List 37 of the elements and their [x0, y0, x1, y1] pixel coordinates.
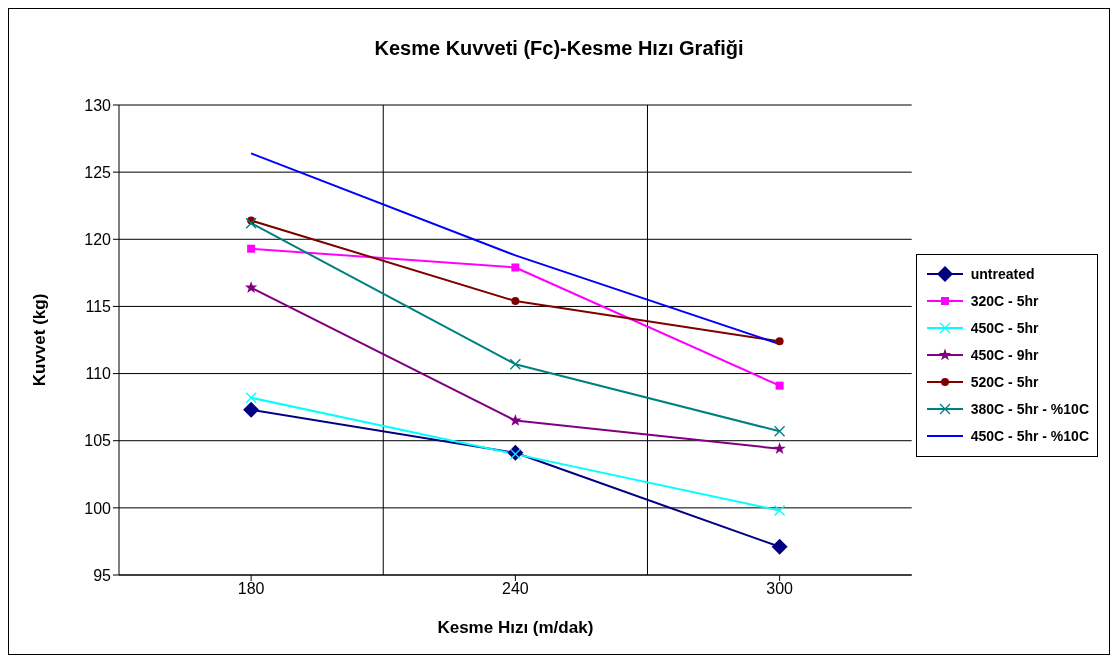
legend-label: 450C - 5hr - %10C [970, 428, 1089, 444]
y-tick-label: 120 [84, 230, 112, 248]
legend-label: 450C - 9hr [970, 347, 1039, 363]
x-tick-label: 300 [766, 580, 794, 598]
point [245, 217, 257, 229]
legend-label: 520C - 5hr [970, 374, 1039, 390]
point [775, 337, 784, 346]
legend-label: 320C - 5hr [970, 293, 1039, 309]
y-tick-label: 110 [85, 365, 112, 383]
point [245, 392, 257, 404]
y-tick-label: 130 [84, 96, 112, 114]
x-tick-label: 240 [502, 580, 529, 598]
legend-label: 450C - 5hr [970, 320, 1039, 336]
point [775, 381, 784, 390]
x-axis-title: Kesme Hızı (m/dak) [437, 618, 594, 637]
point [771, 538, 788, 555]
point [509, 448, 522, 460]
point [773, 425, 786, 437]
y-tick-label: 115 [85, 298, 112, 316]
point [243, 401, 260, 418]
y-tick-label: 125 [84, 163, 112, 181]
point [509, 414, 522, 426]
legend-label: 380C - 5hr - %10C [970, 401, 1089, 417]
point [509, 358, 522, 370]
x-tick-label: 180 [237, 580, 265, 598]
point [773, 442, 786, 455]
y-tick-label: 95 [93, 566, 112, 584]
point [773, 504, 786, 517]
point [244, 281, 258, 293]
chart-title: Kesme Kuvveti (Fc)-Kesme Hızı Grafiği [373, 37, 745, 60]
y-tick-label: 100 [84, 499, 112, 517]
point [511, 263, 520, 272]
point [511, 297, 520, 306]
point [247, 244, 256, 253]
y-axis-title: Kuvvet (kg) [30, 293, 50, 387]
legend-label: untreated [970, 266, 1035, 282]
y-tick-label: 105 [84, 432, 112, 450]
